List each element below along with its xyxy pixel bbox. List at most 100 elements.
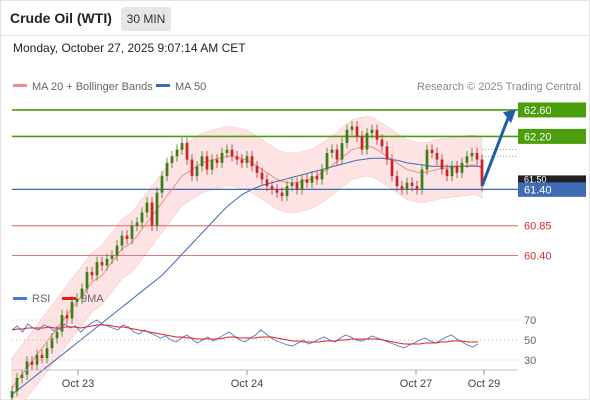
candle-body: [355, 126, 359, 137]
candle-body: [370, 129, 374, 134]
rsi-legend-label: RSI: [32, 293, 50, 305]
candle-body: [400, 186, 404, 190]
candle-body: [165, 162, 169, 177]
candle-body: [320, 169, 324, 180]
time-tick-label: Oct 23: [62, 378, 94, 390]
candle-body: [145, 202, 149, 213]
candle-body: [100, 262, 104, 266]
candle-body: [135, 222, 139, 226]
candle-body: [250, 156, 254, 167]
candle-body: [15, 377, 19, 392]
candle-body: [325, 152, 329, 170]
bollinger-band-fill: [11, 116, 483, 400]
rsi-line: [11, 319, 479, 349]
candle-body: [335, 149, 339, 160]
nine-ma-legend-swatch: [62, 297, 76, 300]
candle-body: [340, 143, 344, 160]
candle-body: [435, 152, 439, 160]
candle-body: [395, 176, 399, 187]
rsi-tick-30: 30: [524, 355, 536, 367]
candle-body: [330, 149, 334, 153]
candle-body: [150, 202, 154, 226]
candle-body: [420, 169, 424, 190]
candle-body: [280, 192, 284, 196]
candle-body: [180, 143, 184, 150]
candle-body: [380, 139, 384, 147]
candle-body: [295, 182, 299, 190]
rsi-legend-swatch: [13, 297, 27, 300]
candle-body: [85, 272, 89, 289]
time-tick-label: Oct 29: [468, 378, 500, 390]
candle-body: [260, 172, 264, 180]
level-label-62-60: 62.60: [524, 105, 552, 117]
candle-body: [345, 129, 349, 144]
candle-body: [450, 166, 454, 177]
candle-body: [155, 192, 159, 226]
candle-body: [235, 156, 239, 160]
candle-body: [360, 136, 364, 150]
candle-body: [105, 258, 109, 266]
candle-body: [390, 159, 394, 177]
time-tick-label: Oct 27: [400, 378, 432, 390]
candle-body: [195, 166, 199, 177]
candle-body: [185, 143, 189, 160]
level-tag-61-40: [518, 181, 586, 197]
timestamp: Monday, October 27, 2025 9:07:14 AM CET: [13, 41, 246, 55]
forecast-arrow-group: [480, 109, 516, 187]
interval-button[interactable]: 30 MIN: [121, 7, 171, 31]
candle-body: [290, 182, 294, 187]
candle-body: [430, 149, 434, 153]
candle-body: [305, 179, 309, 183]
candle-body: [205, 156, 209, 170]
candle-body: [470, 152, 474, 157]
candle-body: [10, 391, 14, 398]
forecast-arrow-head: [503, 109, 516, 124]
level-label-62-20: 62.20: [524, 131, 552, 143]
candle-body: [460, 162, 464, 173]
candle-body: [30, 361, 34, 365]
bollinger-bands: [11, 116, 483, 400]
candle-body: [70, 301, 74, 319]
candle-body: [230, 149, 234, 157]
forecast-arrow: [480, 117, 510, 187]
candle-body: [40, 354, 44, 359]
candle-body: [110, 255, 114, 259]
candle-body: [190, 159, 194, 177]
candle-body: [425, 149, 429, 170]
ma20-legend-label: MA 20 + Bollinger Bands: [32, 81, 153, 93]
candle-body: [445, 169, 449, 177]
candle-body: [170, 156, 174, 163]
candle-body: [200, 156, 204, 167]
candle-body: [220, 152, 224, 163]
candle-body: [300, 179, 304, 190]
candle-body: [410, 182, 414, 187]
candle-body: [55, 331, 59, 339]
candle-body: [25, 361, 29, 375]
candle-body: [475, 152, 479, 160]
ma50-line: [11, 157, 483, 395]
candle-body: [175, 149, 179, 157]
ma20-legend-swatch: [13, 84, 27, 87]
candle-body: [75, 298, 79, 302]
candle-body: [285, 186, 289, 196]
candle-body: [210, 159, 214, 170]
candle-body: [455, 166, 459, 173]
ma50-legend-swatch: [156, 84, 170, 87]
candle-body: [115, 245, 119, 256]
candle-body: [255, 166, 259, 173]
candle-body: [350, 126, 354, 130]
candle-body: [80, 288, 84, 299]
candle-body: [275, 189, 279, 193]
candle-body: [270, 186, 274, 190]
candle-body: [125, 235, 129, 239]
candle-body: [130, 225, 134, 239]
candle-body: [365, 133, 369, 150]
candle-body: [95, 262, 99, 276]
candle-body: [60, 315, 64, 332]
candle-body: [440, 159, 444, 170]
candle-body: [65, 315, 69, 319]
level-tag-62-20: [518, 128, 586, 144]
candle-body: [265, 179, 269, 187]
candle-body: [375, 129, 379, 140]
